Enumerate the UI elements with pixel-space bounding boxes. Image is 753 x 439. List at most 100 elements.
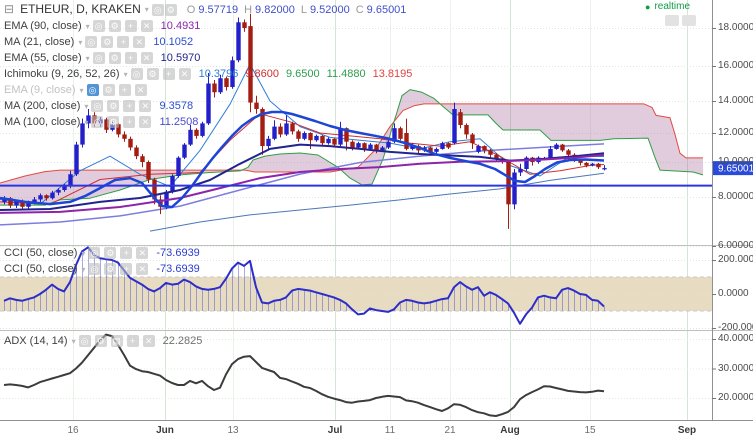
legend-row-main-0[interactable]: EMA (90, close) ▾ ◎ ⚙ + ✕ 10.4931 (4, 19, 200, 33)
time-axis-label-15[interactable]: 15 (584, 425, 596, 436)
gear-icon-button[interactable]: ⚙ (107, 100, 120, 112)
close-icon-button[interactable]: ✕ (136, 263, 149, 275)
time-axis-label-jul[interactable]: Jul (327, 425, 343, 436)
indicator-label[interactable]: EMA (55, close) (4, 52, 82, 64)
legend-row-main-5[interactable]: MA (200, close) ▾ ◎ ⚙ + ✕ 9.3578 (4, 99, 193, 113)
chevron-down-icon[interactable]: ▾ (144, 4, 149, 14)
indicator-label[interactable]: Ichimoku (9, 26, 52, 26) (4, 68, 120, 80)
eye-icon-button[interactable]: ◎ (88, 263, 101, 275)
indicator-label[interactable]: EMA (9, close) (4, 84, 76, 96)
time-axis-label-jun[interactable]: Jun (156, 425, 174, 436)
gear-icon-button[interactable]: ⚙ (104, 247, 117, 259)
add-icon-button[interactable]: + (120, 247, 133, 259)
close-icon-button[interactable]: ✕ (133, 36, 146, 48)
eye-icon-button[interactable]: ◎ (78, 335, 91, 347)
gear-icon-button[interactable]: ⚙ (101, 36, 114, 48)
indicator-label[interactable]: CCI (50, close) (4, 263, 78, 275)
gear-icon-button[interactable]: ⚙ (164, 4, 177, 16)
price-axis-label[interactable]: 16.00000 (718, 60, 753, 71)
add-icon-button[interactable]: + (118, 84, 131, 96)
cci-line[interactable] (3, 246, 605, 325)
chevron-down-icon[interactable]: ▾ (85, 21, 90, 31)
close-icon-button[interactable]: ✕ (134, 84, 147, 96)
ma100-line[interactable] (0, 143, 605, 226)
gear-icon-button[interactable]: ⚙ (108, 52, 121, 64)
close-icon-button[interactable]: ✕ (139, 116, 152, 128)
legend-row-cci-0[interactable]: CCI (50, close) ▾ ◎ ⚙ + ✕ -73.6939 (4, 246, 200, 260)
close-icon-button[interactable]: ✕ (140, 52, 153, 64)
chevron-down-icon[interactable]: ▾ (78, 37, 83, 47)
senkou-b-line[interactable] (0, 103, 703, 184)
chevron-down-icon[interactable]: ▾ (85, 53, 90, 63)
eye-icon-button[interactable]: ◎ (85, 36, 98, 48)
collapse-icon[interactable]: ⊟ (4, 2, 15, 16)
eye-icon-button[interactable]: ◎ (151, 4, 164, 16)
price-axis-label[interactable]: 18.00000 (718, 22, 753, 33)
time-axis-label-aug[interactable]: Aug (500, 425, 520, 436)
time-axis-label-sep[interactable]: Sep (677, 425, 697, 436)
indicator-label[interactable]: MA (100, close) (4, 116, 81, 128)
adx-axis-label[interactable]: 30.0000 (718, 362, 753, 374)
main-pane[interactable] (0, 13, 712, 232)
gear-icon-button[interactable]: ⚙ (102, 84, 115, 96)
eye-icon-button[interactable]: ◎ (130, 68, 143, 80)
add-icon-button[interactable]: + (123, 100, 136, 112)
indicator-label[interactable]: EMA (90, close) (4, 20, 82, 32)
close-icon-button[interactable]: ✕ (140, 20, 153, 32)
legend-row-main-3[interactable]: Ichimoku (9, 26, 52, 26) ▾ ◎ ⚙ + ✕ 10.3796 9.86… (4, 67, 412, 81)
gear-icon-button[interactable]: ⚙ (107, 116, 120, 128)
time-axis-label-21[interactable]: 21 (444, 425, 456, 436)
adx-axis-label[interactable]: 20.0000 (718, 392, 753, 403)
legend-row-main-1[interactable]: MA (21, close) ▾ ◎ ⚙ + ✕ 10.1052 (4, 35, 193, 49)
gear-icon-button[interactable]: ⚙ (146, 68, 159, 80)
eye-icon-button[interactable]: ◎ (92, 20, 105, 32)
symbol-title[interactable]: ETHEUR, D, KRAKEN (20, 2, 141, 16)
chevron-down-icon[interactable]: ▾ (84, 101, 89, 111)
chevron-down-icon[interactable]: ▾ (71, 336, 76, 346)
add-icon-button[interactable]: + (123, 116, 136, 128)
eye-icon-button[interactable]: ◎ (86, 84, 99, 96)
indicator-label[interactable]: CCI (50, close) (4, 247, 78, 259)
add-icon-button[interactable]: + (117, 36, 130, 48)
cci-axis-label[interactable]: 0.0000 (718, 288, 749, 299)
legend-row-main-4[interactable]: EMA (9, close) ▾ ◎ ⚙ + ✕ (4, 83, 148, 97)
price-axis-label[interactable]: 12.00000 (718, 127, 753, 138)
chevron-down-icon[interactable]: ▾ (81, 264, 86, 274)
cci-pane[interactable] (0, 246, 712, 329)
eye-icon-button[interactable]: ◎ (91, 116, 104, 128)
legend-row-adx-0[interactable]: ADX (14, 14) ▾ ◎ ⚙ ▤ + ✕ 22.2825 (4, 334, 202, 348)
add-icon-button[interactable]: + (120, 263, 133, 275)
time-axis-label-13[interactable]: 13 (227, 425, 239, 436)
close-icon-button[interactable]: ✕ (139, 100, 152, 112)
ema90-line[interactable] (0, 153, 605, 214)
pane-maximize-button[interactable] (665, 15, 679, 26)
price-axis-label[interactable]: 6.00000 (718, 240, 753, 251)
adx-axis-label[interactable]: 40.0000 (718, 333, 753, 344)
symbol-row[interactable]: ⊟ ETHEUR, D, KRAKEN ▾ ◎ ⚙ O 9.57719 H 9.8200… (4, 2, 406, 16)
chevron-down-icon[interactable]: ▾ (79, 85, 84, 95)
senkou-a-line[interactable] (0, 89, 704, 206)
close-icon-button[interactable]: ✕ (136, 247, 149, 259)
source-icon-button[interactable]: ▤ (110, 335, 123, 347)
add-icon-button[interactable]: + (162, 68, 175, 80)
cci-axis-label[interactable]: 200.0000 (718, 254, 753, 265)
price-axis-label[interactable]: 10.00000 (718, 156, 753, 167)
indicator-label[interactable]: MA (200, close) (4, 100, 81, 112)
add-icon-button[interactable]: + (126, 335, 139, 347)
gear-icon-button[interactable]: ⚙ (108, 20, 121, 32)
legend-row-main-6[interactable]: MA (100, close) ▾ ◎ ⚙ + ✕ 11.2508 (4, 115, 198, 129)
add-icon-button[interactable]: + (124, 52, 137, 64)
gear-icon-button[interactable]: ⚙ (104, 263, 117, 275)
chevron-down-icon[interactable]: ▾ (84, 117, 89, 127)
time-axis-label-16[interactable]: 16 (67, 425, 79, 436)
indicator-label[interactable]: MA (21, close) (4, 36, 75, 48)
pane-settings-button[interactable] (682, 15, 696, 26)
price-axis-label[interactable]: 14.00000 (718, 95, 753, 106)
chevron-down-icon[interactable]: ▾ (81, 248, 86, 258)
eye-icon-button[interactable]: ◎ (88, 247, 101, 259)
ma200-line[interactable] (149, 172, 605, 232)
indicator-label[interactable]: ADX (14, 14) (4, 335, 68, 347)
gear-icon-button[interactable]: ⚙ (94, 335, 107, 347)
legend-row-cci-1[interactable]: CCI (50, close) ▾ ◎ ⚙ + ✕ -73.6939 (4, 262, 200, 276)
